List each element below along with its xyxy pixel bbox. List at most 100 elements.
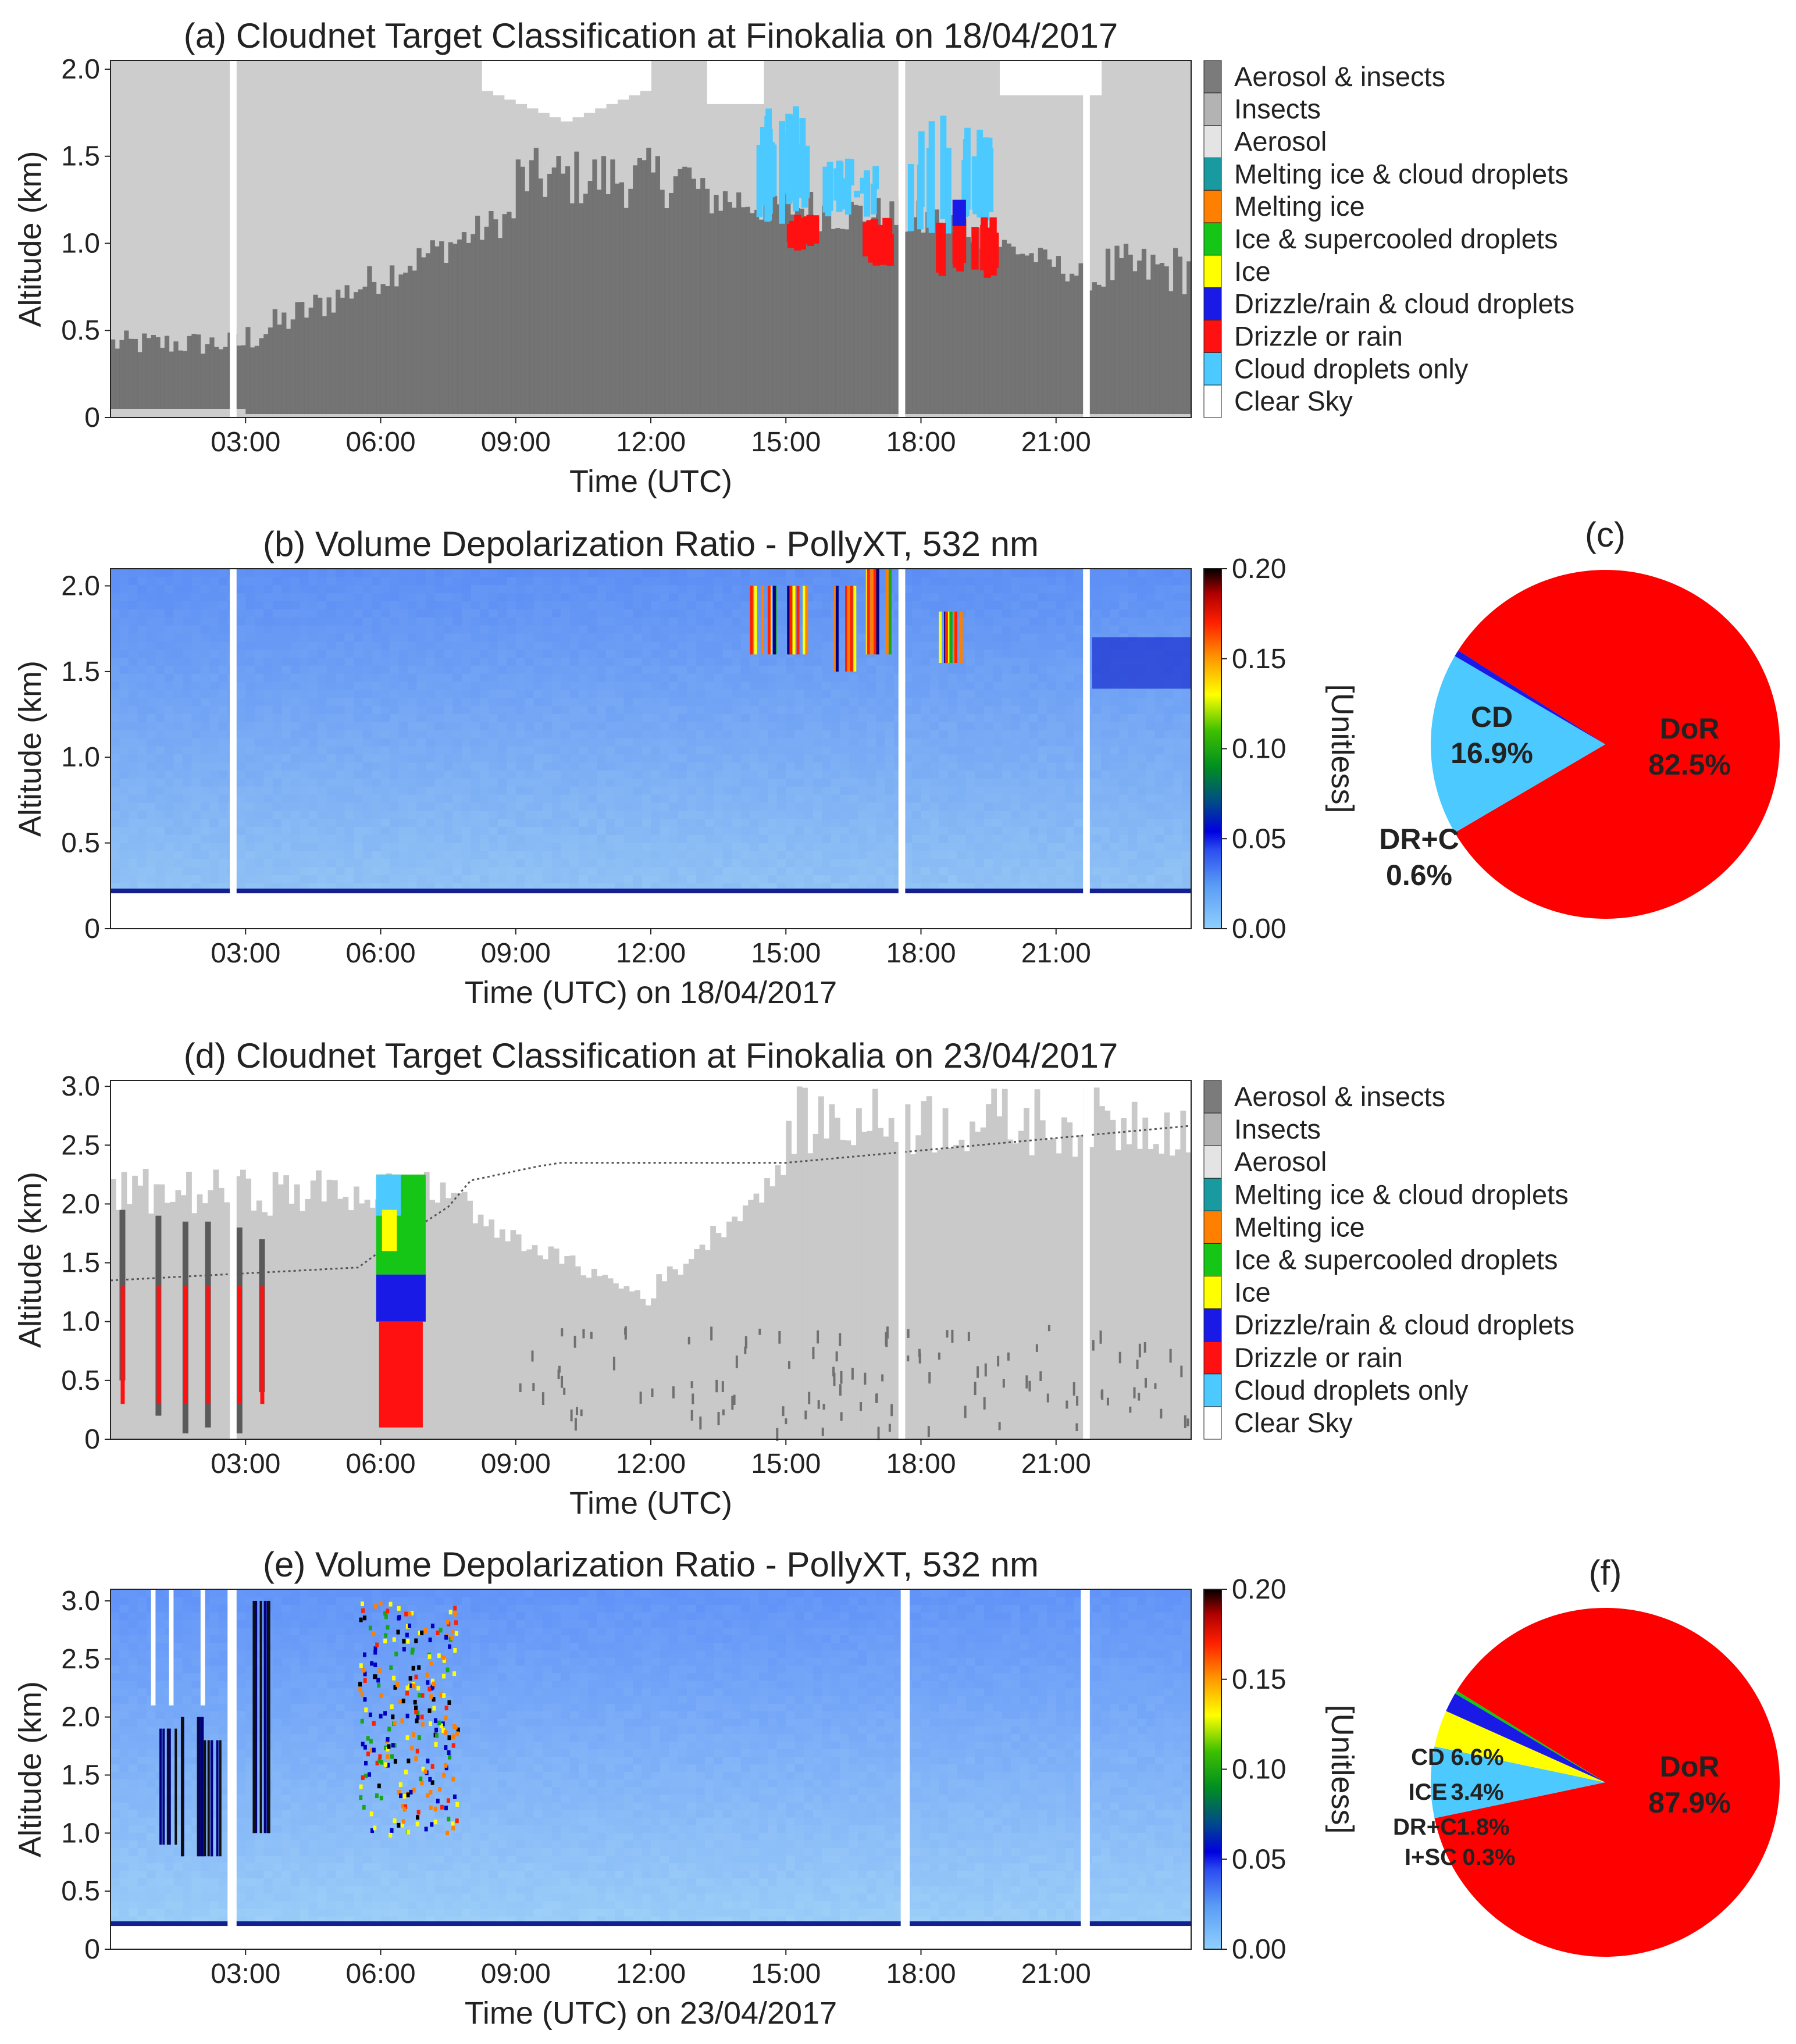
depol-cell: [119, 794, 129, 803]
depol-cell: [714, 593, 724, 602]
aerosol-insects-column: [565, 166, 571, 415]
depol-cell: [344, 875, 354, 883]
depol-cell: [1092, 730, 1102, 739]
depol-cell: [903, 843, 913, 851]
depol-cell: [128, 818, 138, 827]
depol-cell: [308, 858, 318, 868]
depol-cell: [380, 778, 390, 787]
depol-cell: [660, 754, 669, 763]
depol-cell: [704, 866, 714, 876]
depol-cell: [164, 778, 174, 787]
depol-cell: [344, 866, 354, 876]
depol-cell: [173, 818, 183, 827]
depol-cell: [489, 633, 498, 642]
depol-cell: [597, 657, 607, 666]
depol-cell: [605, 593, 615, 602]
depol-cell: [389, 834, 400, 843]
depol-cell: [372, 722, 382, 730]
depol-cell: [804, 875, 814, 883]
depol-cell: [561, 745, 571, 755]
aerosol-insects-column: [1065, 281, 1070, 415]
depol-cell: [813, 609, 822, 618]
depol-cell: [272, 826, 282, 835]
depol-cell: [615, 858, 625, 868]
depol-cell: [191, 786, 201, 795]
depol-cell: [587, 633, 597, 642]
depol-cell: [336, 850, 345, 859]
depol-cell: [1065, 810, 1075, 819]
depol-cell: [281, 802, 291, 811]
depol-cell: [290, 770, 300, 779]
depol-cell: [732, 794, 742, 803]
depol-cell: [300, 794, 309, 803]
depol-cell: [668, 609, 679, 618]
depol-cell: [236, 794, 246, 803]
depol-cell: [939, 673, 949, 682]
depol-cell: [957, 593, 967, 602]
depol-cell: [380, 858, 390, 868]
cloud-droplets-mark: [844, 158, 851, 215]
depol-cell: [245, 786, 255, 795]
depol-cell: [380, 576, 390, 586]
depol-cell: [119, 843, 129, 851]
depol-cell: [696, 601, 705, 609]
depol-cell: [965, 617, 975, 626]
depol-cell: [173, 737, 183, 747]
depol-cell: [489, 722, 498, 730]
depol-cell: [750, 681, 760, 690]
depol-cell: [858, 689, 868, 698]
depol-cell: [1020, 875, 1029, 883]
aerosol-insects-column: [1141, 248, 1147, 415]
depol-cell: [380, 641, 390, 650]
depol-cell: [750, 762, 760, 770]
depol-cell: [326, 866, 336, 876]
depol-cell: [389, 649, 400, 658]
depol-cell: [633, 681, 643, 690]
depol-cell: [1092, 689, 1102, 698]
depol-cell: [867, 834, 876, 843]
depol-cell: [615, 689, 625, 698]
depol-cell: [929, 576, 940, 586]
depol-cell: [354, 826, 364, 835]
depol-cell: [245, 657, 255, 666]
depol-cell: [155, 569, 165, 577]
depol-cell: [903, 802, 913, 811]
depol-cell: [597, 770, 607, 779]
depol-cell: [1128, 770, 1138, 779]
depol-cell: [840, 802, 850, 811]
depol-cell: [551, 730, 561, 739]
depol-cell: [804, 722, 814, 730]
depol-cell: [218, 609, 228, 618]
depol-cell: [398, 576, 408, 586]
depol-cell: [965, 762, 975, 770]
depol-cell: [597, 730, 607, 739]
depol-cell: [696, 722, 705, 730]
depol-cell: [1101, 786, 1111, 795]
depol-cell: [561, 730, 571, 739]
depol-cell: [965, 754, 975, 763]
depol-cell: [281, 875, 291, 883]
depol-cell: [380, 665, 390, 674]
depol-cell: [1056, 665, 1066, 674]
depol-cell: [696, 858, 705, 868]
depol-cell: [1128, 722, 1138, 730]
depol-cell: [1038, 705, 1047, 714]
depol-cell: [939, 737, 949, 747]
aerosol-insects-column: [160, 347, 165, 409]
depol-cell: [1074, 584, 1084, 594]
depol-cell: [254, 737, 264, 747]
depol-cell: [443, 714, 453, 722]
depol-cell: [372, 649, 382, 658]
depol-cell: [489, 641, 498, 650]
depol-cell: [525, 576, 534, 586]
depol-cell: [551, 866, 561, 876]
depol-cell: [858, 818, 868, 827]
depol-cell: [758, 745, 768, 755]
depol-cell: [263, 770, 273, 779]
depol-cell: [245, 818, 255, 827]
depol-cell: [111, 858, 120, 868]
depol-cell: [903, 722, 913, 730]
depol-cell: [660, 818, 669, 827]
depol-cell: [272, 665, 282, 674]
depol-cell: [957, 697, 967, 707]
